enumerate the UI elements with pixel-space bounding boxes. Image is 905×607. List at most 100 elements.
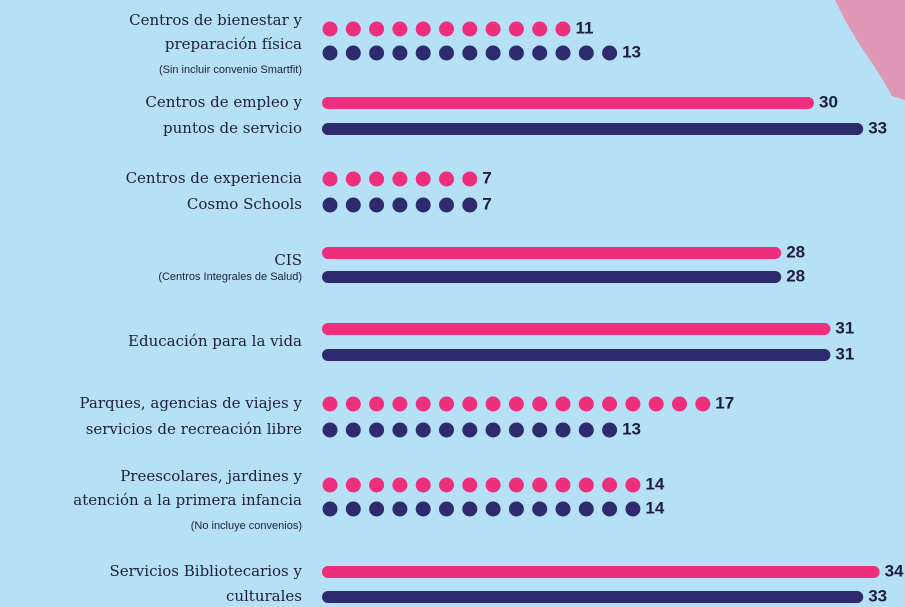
dot [415, 171, 431, 187]
dot [648, 396, 664, 412]
dot-bar [322, 501, 641, 517]
dot [555, 501, 571, 517]
dot [625, 477, 641, 493]
dot [415, 477, 431, 493]
dot [392, 21, 408, 37]
dot [462, 171, 478, 187]
dot [578, 396, 594, 412]
dot [369, 197, 385, 213]
category-label: preparación física [165, 35, 302, 53]
dot [415, 501, 431, 517]
dot [602, 422, 618, 438]
dot [555, 45, 571, 61]
dot [508, 21, 524, 37]
dot [578, 422, 594, 438]
dot [508, 501, 524, 517]
category-label: CIS [274, 251, 302, 269]
dot [485, 396, 501, 412]
dot [392, 171, 408, 187]
dot [672, 396, 687, 412]
dot [392, 501, 408, 517]
dot [322, 422, 338, 438]
dot [532, 422, 548, 438]
value-label: 33 [868, 586, 887, 605]
value-label: 13 [622, 42, 641, 61]
value-label: 14 [645, 474, 664, 493]
dot-bar [322, 477, 641, 493]
dot [462, 396, 478, 412]
dot [322, 45, 338, 61]
category-note: (Centros Integrales de Salud) [158, 271, 302, 283]
dot [322, 171, 338, 187]
value-label: 31 [835, 318, 854, 337]
dot [415, 45, 431, 61]
dot [485, 45, 501, 61]
dot [345, 45, 361, 61]
dot [532, 396, 548, 412]
dot [602, 45, 618, 61]
value-label: 28 [786, 266, 805, 285]
dot [555, 21, 571, 37]
dot [345, 422, 361, 438]
value-label: 7 [482, 168, 491, 187]
dot [462, 422, 478, 438]
dot [439, 422, 454, 438]
dot [602, 501, 618, 517]
dot [462, 501, 478, 517]
value-label: 34 [885, 561, 904, 580]
dot-bar [322, 21, 571, 37]
decoration [835, 0, 905, 100]
dot [508, 422, 524, 438]
dot [439, 501, 454, 517]
dot [322, 197, 338, 213]
dot [439, 477, 454, 493]
dot [369, 21, 385, 37]
dot [462, 21, 478, 37]
dot [508, 477, 524, 493]
category-label: atención a la primera infancia [73, 491, 302, 509]
dot [439, 197, 454, 213]
dot [415, 21, 431, 37]
category-label: Preescolares, jardines y [120, 467, 302, 485]
dot [439, 171, 454, 187]
dot [485, 21, 501, 37]
dot [415, 396, 431, 412]
value-label: 11 [576, 18, 594, 37]
dot [392, 197, 408, 213]
dot [555, 477, 571, 493]
dot [462, 477, 478, 493]
category-label: Servicios Bibliotecarios y [109, 562, 302, 580]
dot [532, 477, 548, 493]
dot [369, 477, 385, 493]
category-label: culturales [226, 587, 302, 605]
dot [322, 501, 338, 517]
dot [602, 477, 618, 493]
dot [555, 422, 571, 438]
category-label: Centros de empleo y [145, 93, 302, 111]
dot [345, 477, 361, 493]
dot [532, 45, 548, 61]
dot [345, 501, 361, 517]
value-label: 17 [715, 393, 734, 412]
category-label: Cosmo Schools [187, 195, 302, 213]
value-label: 7 [482, 194, 491, 213]
dot [578, 501, 594, 517]
dot [485, 422, 501, 438]
value-label: 31 [835, 344, 854, 363]
dot [392, 396, 408, 412]
dot [508, 45, 524, 61]
dot-bar [322, 197, 478, 213]
category-label: puntos de servicio [163, 119, 302, 137]
dot [578, 477, 594, 493]
dot [392, 422, 408, 438]
value-label: 13 [622, 419, 641, 438]
dot [345, 197, 361, 213]
dot-bar [322, 171, 478, 187]
dot [369, 396, 385, 412]
dot-bar [322, 396, 711, 412]
dot [439, 21, 454, 37]
dot [345, 21, 361, 37]
category-label: Centros de bienestar y [129, 11, 302, 29]
dot [532, 21, 548, 37]
